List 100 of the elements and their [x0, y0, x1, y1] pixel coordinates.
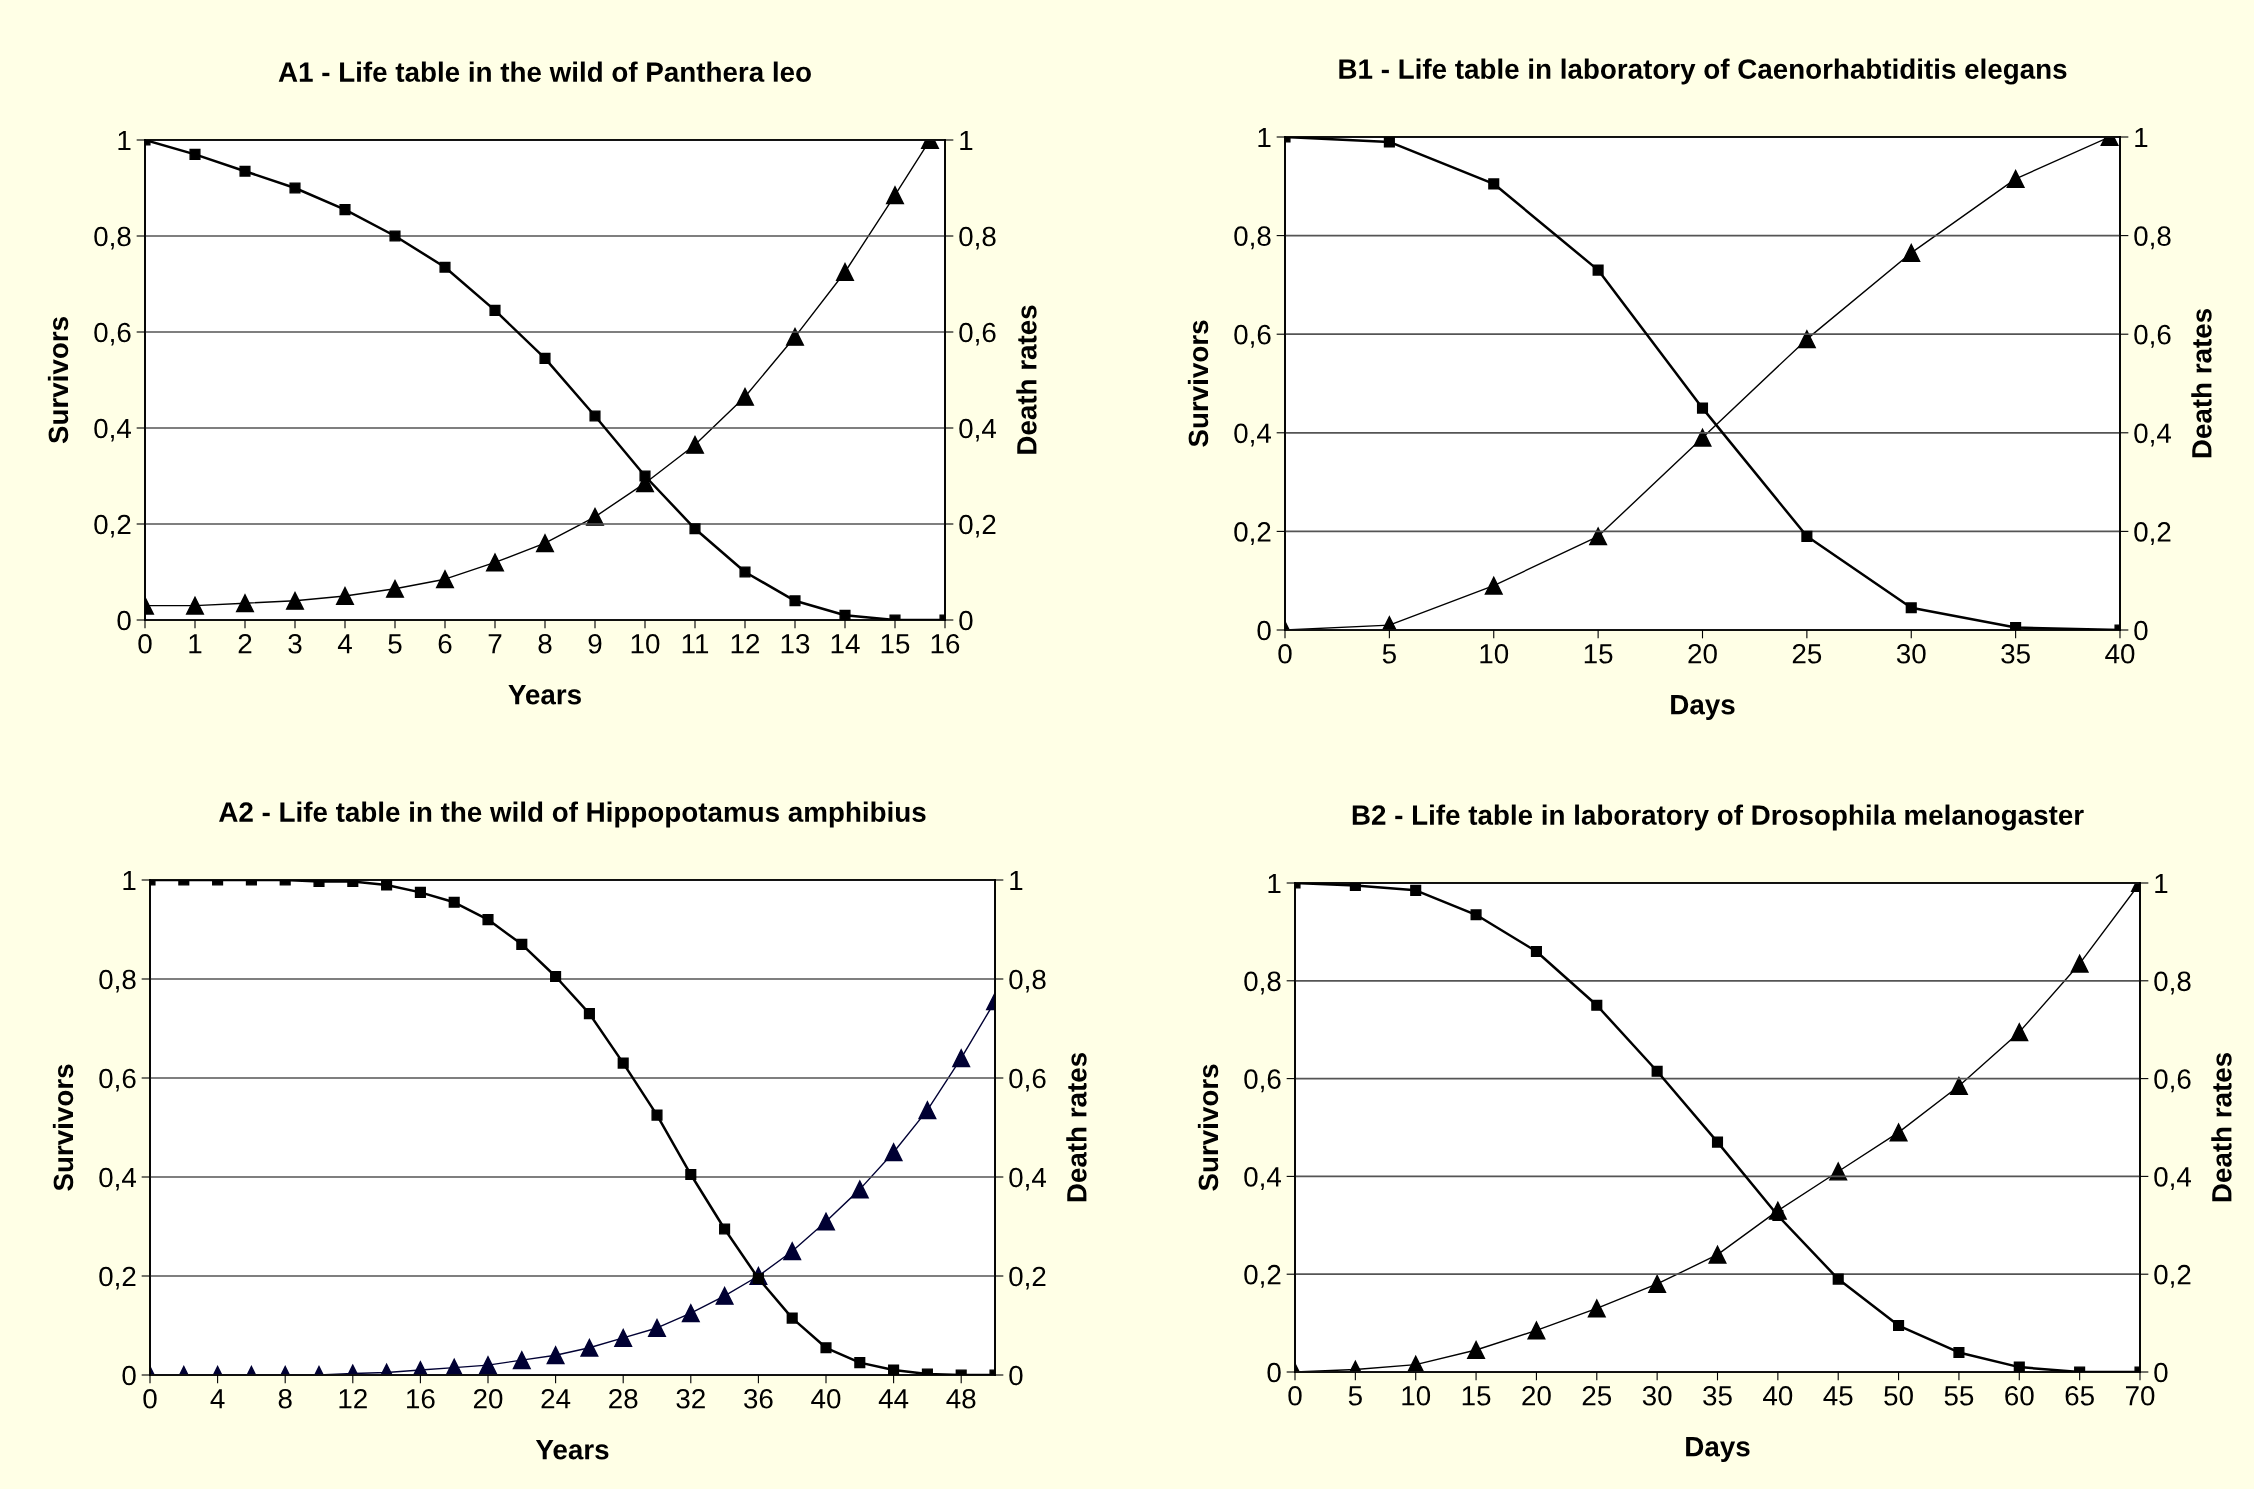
x-tick-label: 13: [781, 633, 810, 654]
y2-axis-title: Death rates: [2191, 308, 2212, 458]
x-tick-label: 0: [138, 633, 152, 654]
x-tick-label: 6: [438, 633, 452, 654]
y2-tick-label: 1: [960, 130, 973, 151]
y2-tick-label: 0,8: [959, 226, 996, 250]
y-axis-title: Survivors: [47, 317, 69, 444]
x-tick-label: 70: [2125, 1385, 2155, 1406]
y2-tick-label: 0,6: [1009, 1068, 1046, 1092]
x-tick-label: 12: [339, 1388, 367, 1409]
x-tick-label: 8: [538, 633, 552, 654]
x-tick-label: 44: [878, 1389, 909, 1409]
y2-tick-label: 0,4: [959, 418, 996, 442]
y-tick-label: 0,4: [94, 418, 131, 442]
x-tick-label: 24: [541, 1388, 571, 1409]
x-tick-label: 36: [744, 1388, 773, 1409]
x-tick-label: 20: [1688, 643, 1717, 664]
y2-tick-label: 0: [1009, 1365, 1023, 1386]
x-tick-label: 5: [1348, 1386, 1362, 1406]
x-tick-label: 4: [337, 634, 352, 654]
y-axis-title: Survivors: [1187, 320, 1209, 447]
y-tick-label: 1: [1258, 127, 1271, 148]
x-tick-label: 7: [488, 634, 502, 654]
chart-title: B2 - Life table in laboratory of Drosophila melanogaster: [1352, 804, 2084, 831]
y-tick-label: 0,8: [94, 226, 131, 250]
x-tick-label: 15: [1462, 1386, 1491, 1406]
x-axis-title: Days: [1686, 1437, 1750, 1462]
y2-tick-label: 0,4: [1009, 1167, 1046, 1191]
x-tick-label: 30: [1896, 643, 1926, 664]
x-tick-label: 35: [2001, 643, 2030, 664]
y-tick-label: 0,8: [1234, 226, 1271, 250]
y-tick-label: 0: [122, 1365, 136, 1386]
y-tick-label: 0,2: [94, 514, 131, 538]
x-tick-label: 25: [1582, 1385, 1612, 1406]
y-tick-label: 0,4: [1234, 423, 1271, 447]
y-tick-label: 0,6: [94, 322, 131, 346]
x-tick-label: 20: [473, 1388, 503, 1409]
y2-tick-label: 0,4: [2134, 423, 2171, 447]
y2-tick-label: 0: [959, 610, 973, 631]
chart-title: B1 - Life table in laboratory of Caenorhabtiditis elegans: [1339, 58, 2067, 85]
y-tick-label: 0,8: [99, 969, 136, 993]
y-tick-label: 0: [1267, 1362, 1281, 1383]
x-axis-title: Years: [508, 685, 581, 705]
x-tick-label: 5: [388, 634, 402, 654]
y-tick-label: 0,2: [1234, 522, 1271, 546]
x-tick-label: 11: [682, 634, 709, 654]
x-tick-label: 32: [676, 1388, 705, 1409]
x-tick-label: 25: [1792, 643, 1822, 664]
x-tick-label: 1: [189, 634, 202, 654]
y-tick-label: 1: [118, 130, 131, 151]
y2-tick-label: 0,8: [2154, 971, 2191, 995]
x-tick-label: 3: [288, 633, 302, 654]
x-tick-label: 8: [278, 1388, 292, 1409]
x-tick-label: 10: [631, 633, 660, 654]
y-tick-label: 0,6: [1234, 324, 1271, 348]
x-tick-label: 10: [1480, 643, 1509, 664]
x-tick-label: 9: [588, 633, 602, 654]
x-tick-label: 35: [1703, 1385, 1732, 1406]
y2-tick-label: 0,8: [1009, 969, 1046, 993]
x-tick-label: 0: [1288, 1385, 1302, 1406]
x-tick-label: 40: [1763, 1385, 1793, 1406]
y2-axis-title: Death rates: [2211, 1052, 2232, 1202]
y2-tick-label: 0,6: [959, 322, 996, 346]
y2-tick-label: 0,8: [2134, 226, 2171, 250]
y-tick-label: 0,4: [1244, 1167, 1281, 1191]
x-tick-label: 55: [1944, 1386, 1974, 1406]
y2-tick-label: 0,2: [2134, 522, 2171, 546]
x-tick-label: 16: [931, 633, 960, 654]
y-tick-label: 0,8: [1244, 971, 1281, 995]
y-tick-label: 1: [1268, 873, 1281, 894]
y-axis-title: Survivors: [1197, 1064, 1219, 1191]
x-axis-title: Years: [535, 1440, 609, 1460]
x-tick-label: 20: [1522, 1385, 1551, 1406]
y2-tick-label: 0,2: [1009, 1266, 1046, 1290]
x-tick-label: 48: [946, 1388, 976, 1409]
y2-tick-label: 0,2: [2154, 1264, 2191, 1288]
y-tick-label: 0,6: [99, 1068, 136, 1092]
y-tick-label: 1: [123, 870, 136, 891]
x-tick-label: 12: [731, 633, 760, 654]
y-tick-label: 0,2: [99, 1266, 136, 1290]
x-tick-label: 50: [1884, 1385, 1913, 1406]
x-tick-label: 16: [407, 1388, 435, 1409]
y2-tick-label: 1: [1010, 870, 1023, 891]
y-tick-label: 0,2: [1244, 1264, 1281, 1288]
y-tick-label: 0: [117, 610, 131, 631]
x-tick-label: 4: [210, 1389, 225, 1409]
x-tick-label: 0: [143, 1388, 157, 1409]
x-tick-label: 15: [881, 634, 910, 654]
x-tick-label: 40: [811, 1388, 841, 1409]
x-tick-label: 10: [1402, 1385, 1431, 1406]
x-tick-label: 2: [238, 633, 252, 654]
y2-tick-label: 0: [2134, 620, 2148, 641]
x-axis-title: Days: [1671, 695, 1735, 720]
y2-tick-label: 0: [2154, 1362, 2168, 1383]
y2-tick-label: 1: [2155, 873, 2168, 894]
y2-tick-label: 0,2: [959, 514, 996, 538]
y2-axis-title: Death rates: [1016, 305, 1037, 454]
y-tick-label: 0: [1257, 620, 1271, 641]
x-tick-label: 65: [2065, 1385, 2094, 1406]
x-tick-label: 45: [1823, 1386, 1853, 1406]
